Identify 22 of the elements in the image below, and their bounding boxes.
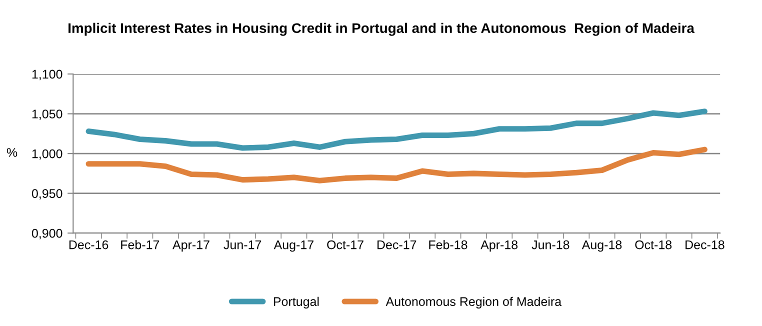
legend-label: Portugal [274, 296, 319, 308]
x-tick-label: Apr-18 [480, 240, 518, 252]
x-tick-label: Aug-17 [274, 240, 314, 252]
y-axis-title: % [6, 148, 18, 157]
x-tick-label: Dec-18 [686, 240, 724, 250]
x-tick-label: Feb-18 [429, 240, 468, 250]
x-tick-label: Dec-16 [69, 240, 108, 250]
chart-title: Implicit Interest Rates in Housing Credit in Portugal and in the Autonomous Region of Madeira [68, 22, 695, 36]
x-tick-label: Apr-17 [172, 240, 210, 252]
x-tick-label: Oct-17 [327, 240, 364, 250]
x-tick-label: Oct-18 [635, 240, 672, 250]
y-tick-label: 1,050 [32, 110, 62, 120]
y-tick-label: 0,950 [32, 189, 62, 200]
x-tick-label: Jun-18 [532, 240, 570, 250]
y-tick-label: 0,900 [32, 228, 62, 240]
x-tick-label: Dec-17 [378, 240, 416, 250]
y-tick-label: 1,000 [32, 149, 62, 160]
legend-label: Autonomous Region of Madeira [386, 296, 562, 308]
y-tick-label: 1,100 [32, 70, 62, 80]
x-tick-label: Jun-17 [224, 240, 262, 250]
x-tick-label: Feb-17 [121, 240, 160, 250]
x-tick-label: Aug-18 [582, 240, 622, 252]
